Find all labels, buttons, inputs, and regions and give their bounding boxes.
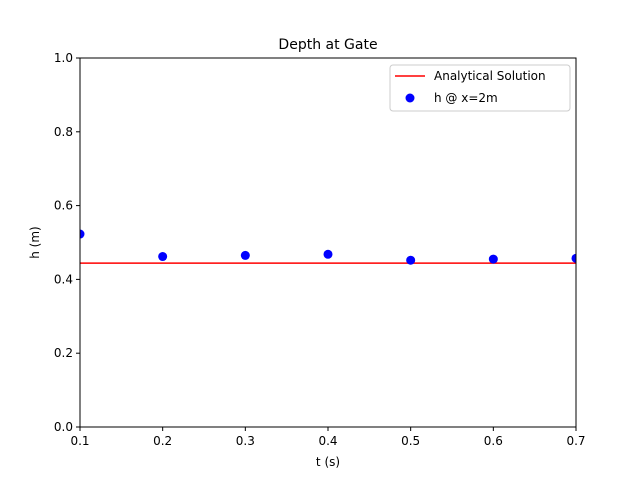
data-point <box>323 249 333 259</box>
legend-label: h @ x=2m <box>434 91 498 105</box>
legend-label: Analytical Solution <box>434 69 546 83</box>
data-point <box>240 250 250 260</box>
data-point <box>158 252 168 262</box>
plot-frame <box>79 57 577 428</box>
x-tick-label: 0.7 <box>566 434 585 448</box>
legend-box <box>389 64 571 112</box>
x-tick-label: 0.3 <box>236 434 255 448</box>
y-tick-label: 0.0 <box>54 420 73 434</box>
x-tick-label: 0.4 <box>318 434 337 448</box>
data-point <box>488 254 498 264</box>
y-axis-label: h (m) <box>28 226 42 258</box>
y-tick-label: 0.8 <box>54 125 73 139</box>
y-tick-label: 1.0 <box>54 51 73 65</box>
x-tick-label: 0.5 <box>401 434 420 448</box>
x-tick-label: 0.1 <box>70 434 89 448</box>
y-tick-label: 0.4 <box>54 272 73 286</box>
x-tick-label: 0.2 <box>153 434 172 448</box>
legend: Analytical Solution h @ x=2m <box>389 64 571 112</box>
data-point <box>406 255 416 265</box>
y-tick-label: 0.2 <box>54 346 73 360</box>
x-tick-label: 0.6 <box>484 434 503 448</box>
data-point <box>80 229 85 239</box>
chart-title: Depth at Gate <box>278 37 377 53</box>
y-tick-label: 0.6 <box>54 199 73 213</box>
data-point <box>571 253 576 263</box>
legend-marker-swatch <box>405 93 415 103</box>
x-axis-label: t (s) <box>316 455 340 469</box>
